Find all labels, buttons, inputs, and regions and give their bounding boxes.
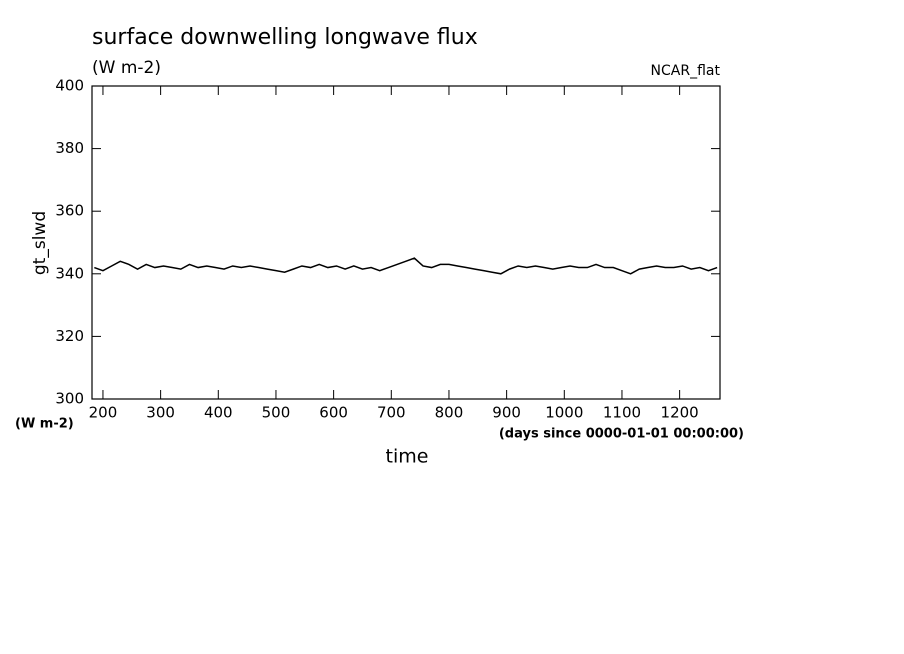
y-tick-label: 340 [55,264,84,282]
x-tick-label: 600 [319,404,348,422]
x-tick-label: 400 [204,404,233,422]
y-axis-label: gt_slwd [30,211,50,275]
y-tick-label: 300 [55,390,84,408]
annotation: NCAR_flat [651,63,721,79]
y-tick-label: 320 [55,327,84,345]
x-tick-label: 1100 [603,404,641,422]
plot-frame [91,85,721,400]
y-tick-label: 380 [55,139,84,157]
x-tick-label: 700 [377,404,406,422]
chart-title: surface downwelling longwave flux [92,25,478,50]
x-tick-label: 1200 [661,404,699,422]
y-tick-label: 360 [55,202,84,220]
x-units: (days since 0000-01-01 00:00:00) [499,427,744,442]
y-tick-label: 400 [55,77,84,95]
y-units: (W m-2) [15,417,74,432]
x-tick-label: 500 [262,404,291,422]
x-axis-label: time [386,446,429,468]
x-tick-label: 800 [435,404,464,422]
x-tick-label: 900 [492,404,521,422]
data-line [94,257,718,275]
x-tick-label: 300 [146,404,175,422]
x-tick-label: 1000 [545,404,583,422]
x-tick-label: 200 [89,404,118,422]
chart-subtitle: (W m-2) [92,58,161,78]
